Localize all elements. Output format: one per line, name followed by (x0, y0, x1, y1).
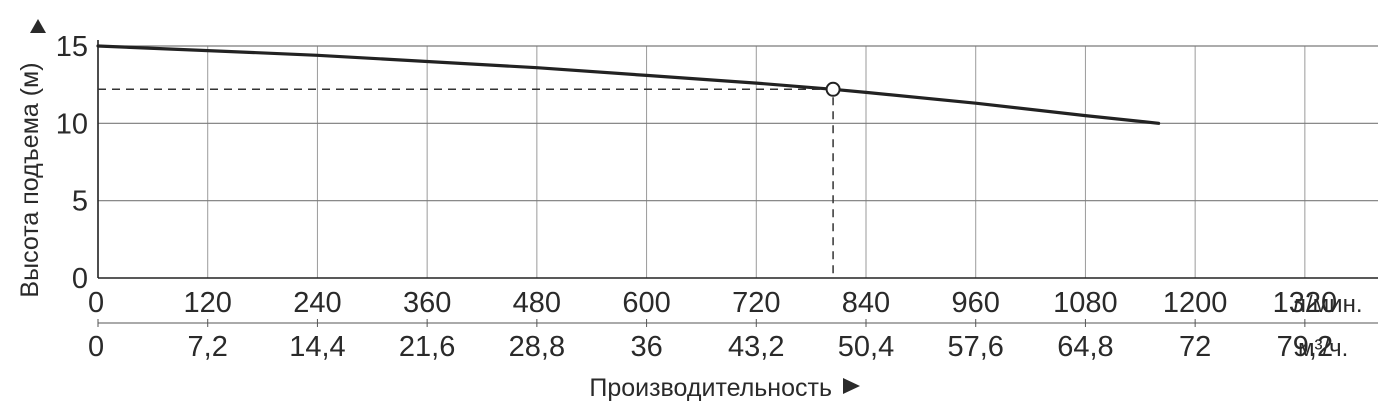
y-tick-label: 15 (56, 31, 88, 63)
x-ticks-primary: 0 120 240 360 480 600 720 840 960 1080 1200 1320 (88, 287, 1337, 319)
x-tick-label-secondary: 36 (630, 331, 662, 363)
x-tick-label-primary: 1200 (1163, 287, 1228, 319)
y-ticks: 0 5 10 15 (56, 31, 88, 295)
x-unit-primary: л/мин. (1292, 291, 1363, 318)
y-tick-label: 10 (56, 108, 88, 140)
operating-point-marks (98, 81, 841, 278)
x-unit-secondary: м³/ч. (1298, 335, 1348, 362)
x-tick-label-secondary: 0 (88, 331, 104, 363)
x-tick-label-primary: 600 (622, 287, 670, 319)
x-tick-label-primary: 240 (293, 287, 341, 319)
x-tick-label-secondary: 50,4 (838, 331, 894, 363)
x-tick-label-secondary: 79,2 (1277, 331, 1333, 363)
x-tick-label-primary: 1080 (1053, 287, 1118, 319)
x-tick-label-secondary: 28,8 (509, 331, 565, 363)
x-tick-label-primary: 720 (732, 287, 780, 319)
axes (97, 40, 1378, 324)
series-lines (96, 44, 1161, 125)
x-axis-label: Производительность (589, 374, 832, 402)
x-tick-label-primary: 1320 (1273, 287, 1338, 319)
x-tick-label-primary: 120 (184, 287, 232, 319)
series-line (96, 44, 1161, 125)
x-tick-label-secondary: 21,6 (399, 331, 455, 363)
x-tick-label-secondary: 72 (1179, 331, 1211, 363)
y-axis-label: Высота подъема (м) (16, 62, 44, 297)
x-tick-label-secondary: 57,6 (947, 331, 1003, 363)
x-tick-label-primary: 840 (842, 287, 890, 319)
x-tick-label-primary: 480 (513, 287, 561, 319)
y-tick-label: 0 (72, 263, 88, 295)
x-tick-label-secondary: 43,2 (728, 331, 784, 363)
x-tick-label-primary: 360 (403, 287, 451, 319)
y-tick-label: 5 (72, 186, 88, 218)
x-tick-label-secondary: 14,4 (289, 331, 345, 363)
x-axis-arrow-icon (843, 378, 860, 394)
x-ticks-secondary: 0 7,2 14,4 21,6 28,8 36 43,2 50,4 57,6 64,8 72 79,2 (88, 319, 1333, 363)
operating-point-marker (825, 81, 841, 97)
x-tick-label-secondary: 7,2 (188, 331, 228, 363)
y-axis-arrow-icon (30, 19, 46, 33)
x-tick-label-secondary: 64,8 (1057, 331, 1113, 363)
x-tick-label-primary: 0 (88, 287, 104, 319)
x-tick-label-primary: 960 (952, 287, 1000, 319)
